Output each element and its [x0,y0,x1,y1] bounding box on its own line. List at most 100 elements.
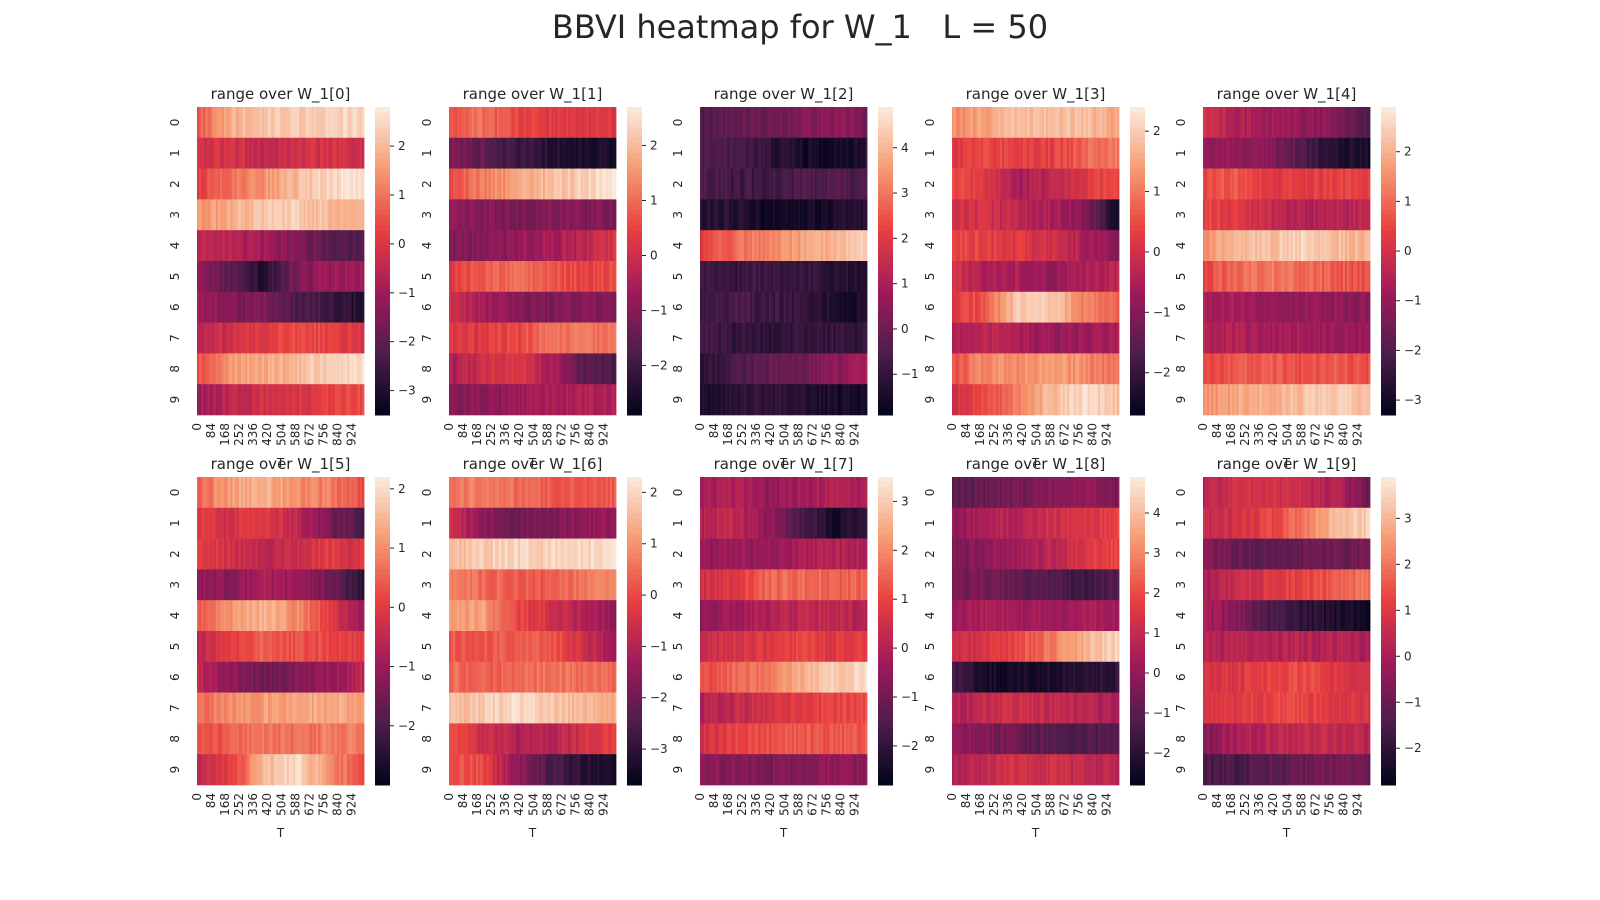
colorbar-segment [627,245,642,252]
heatmap-cell [741,322,745,354]
heatmap-cell [463,199,467,231]
heatmap-cell [499,291,502,323]
heatmap-cell [257,384,261,416]
heatmap-cell [570,291,573,323]
heatmap-cell [338,137,342,169]
heatmap-cell [860,199,864,231]
heatmap-cell [263,107,267,139]
heatmap-cell [311,291,315,323]
heatmap-cell [492,291,496,323]
heatmap-cell [729,261,732,293]
heatmap-cell [501,230,504,262]
heatmap-cell [584,199,588,231]
heatmap-cell [818,137,822,169]
heatmap-cell [737,230,741,262]
heatmap-cell [597,199,600,231]
heatmap-cell [796,168,799,200]
heatmap-cell [349,322,352,354]
heatmap-cell [770,291,774,323]
heatmap-cell [217,168,221,200]
heatmap-cell [482,384,485,416]
heatmap-cell [355,199,359,231]
colorbar-segment [1130,225,1145,231]
heatmap-cell [611,199,615,231]
heatmap-cell [249,322,252,354]
heatmap-cell [798,322,801,354]
heatmap-cell [249,291,252,323]
x-tick-label: 840 [833,423,847,446]
heatmap-cell [588,322,592,354]
heatmap-cell [207,322,210,354]
heatmap-cell [756,230,759,262]
heatmap-cell [611,353,615,385]
heatmap-cell [492,107,496,139]
heatmap-cell [816,291,820,323]
heatmap-cell [263,322,267,354]
heatmap-cell [582,168,586,200]
heatmap-cell [349,137,352,169]
heatmap-cell [505,353,508,385]
colorbar-segment [627,286,642,293]
heatmap-cell [528,168,531,200]
heatmap-cell [777,137,780,169]
heatmap-cell [835,137,839,169]
colorbar-segment [1130,240,1145,247]
heatmap-cell [278,107,281,139]
heatmap-cell [536,384,540,416]
colorbar-segment [1381,389,1396,395]
heatmap-cell [536,137,540,169]
heatmap-cell [297,322,300,354]
colorbar-segment [878,214,893,221]
heatmap-cell [490,199,494,231]
heatmap-cell [706,230,709,262]
colorbar-segment [627,327,642,334]
heatmap-cell [324,322,327,354]
heatmap-cell [222,137,225,169]
heatmap-cell [471,199,475,231]
heatmap-cell [509,199,513,231]
heatmap-cell [574,199,577,231]
heatmap-cell [288,291,292,323]
heatmap-cell [846,137,849,169]
heatmap-cell [743,322,747,354]
x-tick-label: 840 [1085,423,1099,446]
heatmap-cell [284,230,288,262]
heatmap-cell [565,230,569,262]
heatmap-cell [597,261,600,293]
colorbar-segment [627,394,642,401]
heatmap-cell [599,137,602,169]
heatmap-cell [505,261,508,293]
heatmap-cell [501,137,504,169]
heatmap-cell [341,230,344,262]
heatmap-cell [280,291,283,323]
heatmap-cell [538,291,542,323]
heatmap-cell [486,230,490,262]
heatmap-cell [860,261,864,293]
heatmap-cell [545,107,548,139]
heatmap-cell [336,199,340,231]
heatmap-cell [336,384,340,416]
colorbar-segment [878,363,893,370]
heatmap-cell [261,384,265,416]
heatmap-cell [209,384,213,416]
heatmap-cell [854,230,857,262]
heatmap-cell [528,230,531,262]
heatmap-cell [461,230,465,262]
heatmap-cell [1116,261,1120,293]
heatmap-cell [322,353,325,385]
heatmap-cell [735,322,738,354]
heatmap-cell [532,230,535,262]
heatmap-cell [825,168,828,200]
heatmap-cell [334,168,338,200]
heatmap-cell [789,137,793,169]
heatmap-cell [334,384,338,416]
heatmap-cell [814,230,818,262]
heatmap-cell [768,291,772,323]
heatmap-cell [201,353,204,385]
heatmap-cell [735,261,738,293]
heatmap-cell [542,261,546,293]
colorbar-segment [1130,348,1145,354]
heatmap-cell [263,199,267,231]
colorbar-segment [375,168,390,175]
